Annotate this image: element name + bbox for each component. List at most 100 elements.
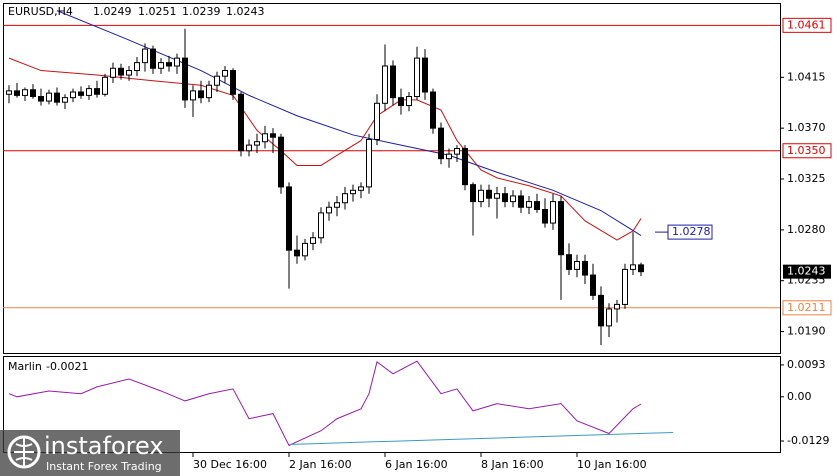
candle-body <box>254 141 260 146</box>
candle-body <box>30 89 36 98</box>
candle-body <box>110 67 116 78</box>
candle-body <box>566 254 572 270</box>
candle-body <box>78 91 84 96</box>
ohlc-open: 1.0249 <box>93 5 132 18</box>
level-label: 1.0350 <box>787 144 826 157</box>
candle-body <box>278 136 284 188</box>
candle-body <box>198 90 204 99</box>
candle-body <box>486 189 492 199</box>
watermark: instaforex Instant Forex Trading <box>0 430 180 476</box>
candle-body <box>494 193 500 199</box>
candle-body <box>622 268 628 305</box>
candle-body <box>414 57 420 98</box>
candle-body <box>118 67 124 76</box>
candle-body <box>22 89 28 96</box>
level-tag <box>782 143 832 159</box>
candle-body <box>302 242 308 257</box>
candle-body <box>526 201 532 208</box>
candle-body <box>470 184 476 203</box>
candle-body <box>326 206 332 214</box>
candle-body <box>374 102 380 140</box>
candle-body <box>342 193 348 204</box>
candle-body <box>614 303 620 310</box>
level-tag <box>782 300 832 316</box>
y-tick-label: 0.0093 <box>787 358 826 371</box>
candle-body <box>638 264 644 273</box>
candle-body <box>446 153 452 160</box>
candle-body <box>190 90 196 101</box>
candle-body <box>398 97 404 107</box>
candle-body <box>590 274 596 296</box>
watermark-logo-grid <box>14 437 34 467</box>
candle-body <box>430 91 436 129</box>
ma-tag-box <box>667 224 713 240</box>
candle-body <box>454 147 460 155</box>
x-tick-label: 6 Jan 16:00 <box>385 458 448 471</box>
candle-body <box>438 127 444 160</box>
candle-body <box>214 75 220 86</box>
candle-body <box>54 92 60 103</box>
candle-body <box>6 90 12 95</box>
symbol: EURUSD,H4 <box>8 5 73 18</box>
candle-body <box>126 70 132 76</box>
candle-body <box>238 93 244 152</box>
ohlc-high: 1.0251 <box>138 5 177 18</box>
y-tick-label: 1.0325 <box>787 172 826 185</box>
x-tick-label: 2 Jan 16:00 <box>289 458 352 471</box>
candle-body <box>366 138 372 188</box>
candle-body <box>166 62 172 67</box>
candle-body <box>334 202 340 208</box>
candle-body <box>550 201 556 224</box>
ma-tag-label: 1.0278 <box>672 225 711 238</box>
ohlc-low: 1.0239 <box>182 5 221 18</box>
x-tick-label: 8 Jan 16:00 <box>481 458 544 471</box>
candle-body <box>350 189 356 195</box>
candle-body <box>286 186 292 251</box>
candle-body <box>582 260 588 276</box>
oscillator-layer <box>8 360 674 447</box>
candle-body <box>606 308 612 327</box>
candle-body <box>134 62 140 72</box>
level-tag <box>782 17 832 33</box>
y-tick-label: 1.0190 <box>787 325 826 338</box>
indicator-line <box>8 360 642 447</box>
candle-body <box>94 88 100 95</box>
candle-body <box>222 70 228 77</box>
candle-body <box>318 212 324 239</box>
level-label: 1.0461 <box>787 18 826 31</box>
candle-body <box>86 88 92 96</box>
candle-body <box>230 70 236 95</box>
price-layer: 1.0278 <box>3 10 780 346</box>
candle-body <box>206 84 212 99</box>
candle-body <box>270 133 276 138</box>
candle-body <box>406 96 412 107</box>
candle-body <box>598 294 604 327</box>
y-tick-label: 1.0370 <box>787 121 826 134</box>
y-tick-label: 0.00 <box>787 390 812 403</box>
candle-body <box>38 96 44 102</box>
candle-body <box>150 48 156 69</box>
candle-body <box>262 133 268 143</box>
x-tick-label: 30 Dec 16:00 <box>193 458 267 471</box>
candle-body <box>510 195 516 203</box>
indicator-line <box>288 431 674 445</box>
oscillator-frame <box>3 356 781 453</box>
candle-body <box>294 249 300 257</box>
candle-body <box>502 193 508 203</box>
indicator-value: -0.0021 <box>46 360 88 373</box>
candle-body <box>574 260 580 270</box>
candle-body <box>390 65 396 99</box>
candle-body <box>358 186 364 191</box>
candle-body <box>478 189 484 203</box>
level-label: 1.0211 <box>787 301 826 314</box>
watermark-brand: instaforex <box>44 432 164 460</box>
candle-body <box>422 57 428 93</box>
candle-body <box>142 48 148 64</box>
candle-body <box>630 264 636 270</box>
x-tick-label: 10 Jan 16:00 <box>577 458 647 471</box>
y-tick-label: 1.0280 <box>787 223 826 236</box>
candle-body <box>174 57 180 67</box>
candle-body <box>46 92 52 102</box>
candle-body <box>246 144 252 152</box>
candle-body <box>182 57 188 101</box>
